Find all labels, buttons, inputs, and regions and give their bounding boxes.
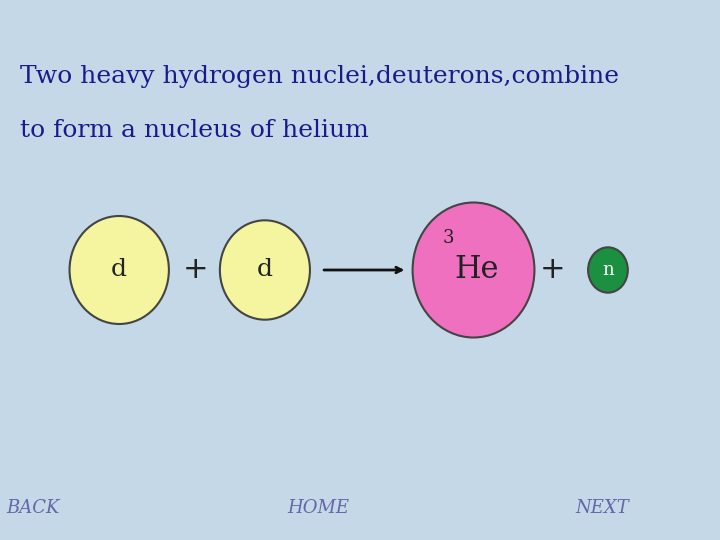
Text: HOME: HOME	[287, 498, 349, 517]
Ellipse shape	[413, 202, 534, 338]
Text: Two heavy hydrogen nuclei,deuterons,combine: Two heavy hydrogen nuclei,deuterons,comb…	[20, 65, 619, 88]
Text: He: He	[454, 254, 499, 286]
Ellipse shape	[588, 247, 628, 293]
Text: d: d	[111, 259, 127, 281]
Text: n: n	[602, 261, 614, 279]
Ellipse shape	[70, 216, 169, 324]
Text: +: +	[183, 255, 208, 285]
Text: NEXT: NEXT	[576, 498, 629, 517]
Ellipse shape	[220, 220, 310, 320]
Text: BACK: BACK	[6, 498, 60, 517]
Text: d: d	[257, 259, 273, 281]
Text: 3: 3	[443, 228, 454, 247]
Text: +: +	[540, 255, 566, 285]
Text: to form a nucleus of helium: to form a nucleus of helium	[20, 119, 369, 142]
